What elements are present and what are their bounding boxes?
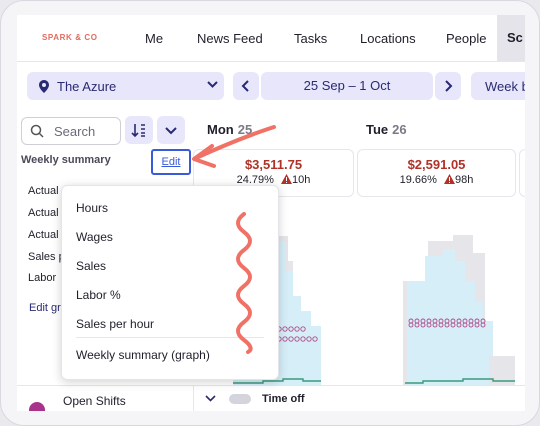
day-name: Tue bbox=[366, 122, 389, 137]
next-week-button[interactable] bbox=[435, 72, 461, 100]
menu-item-labor-percent[interactable]: Labor % bbox=[76, 288, 121, 302]
location-pin-icon bbox=[39, 80, 49, 93]
time-off-toggle[interactable] bbox=[229, 394, 251, 404]
nav-item-news-feed[interactable]: News Feed bbox=[197, 31, 263, 46]
view-select[interactable]: Week by bbox=[471, 72, 525, 100]
mon-line bbox=[233, 378, 321, 384]
menu-item-weekly-summary-graph[interactable]: Weekly summary (graph) bbox=[76, 348, 210, 362]
day-amount: $3,511.75 bbox=[244, 157, 303, 172]
summary-row-label: Labor bbox=[28, 272, 57, 284]
nav-item-people[interactable]: People bbox=[446, 31, 487, 46]
day-header-mon: Mon 25 bbox=[207, 122, 252, 137]
menu-item-wages[interactable]: Wages bbox=[76, 230, 113, 244]
tue-grey-right bbox=[489, 356, 515, 387]
search-input[interactable]: Search bbox=[21, 117, 121, 145]
view-label: Week by bbox=[485, 79, 525, 94]
menu-item-hours[interactable]: Hours bbox=[76, 201, 109, 215]
search-icon bbox=[30, 124, 44, 138]
menu-item-sales[interactable]: Sales bbox=[76, 259, 107, 273]
nav-item-locations[interactable]: Locations bbox=[360, 31, 416, 46]
sort-icon bbox=[131, 124, 145, 138]
avatar bbox=[29, 402, 45, 411]
day-labor-percent: 19.66% bbox=[399, 174, 437, 186]
chevron-down-icon bbox=[165, 127, 177, 135]
summary-row-label: Actual bbox=[28, 229, 59, 241]
chevron-right-icon bbox=[445, 80, 453, 92]
day-summary-card-tue: $2,591.05 19.66% 98h bbox=[357, 149, 516, 197]
day-labor-percent: 24.79% bbox=[236, 174, 274, 186]
sort-button[interactable] bbox=[125, 116, 153, 144]
chevron-down-icon[interactable] bbox=[205, 395, 216, 403]
tue-blue-area bbox=[407, 249, 503, 387]
day-amount: $2,591.05 bbox=[407, 157, 466, 172]
day-summary-card-partial bbox=[519, 149, 525, 197]
location-label: The Azure bbox=[57, 79, 117, 94]
chevron-left-icon bbox=[241, 80, 249, 92]
warning-icon bbox=[281, 174, 292, 184]
warning-icon bbox=[444, 174, 455, 184]
summary-row-label: Sales p bbox=[28, 251, 65, 263]
day-number: 26 bbox=[392, 122, 407, 137]
collapse-button[interactable] bbox=[157, 116, 185, 144]
day-header-tue: Tue 26 bbox=[366, 122, 407, 137]
day-stats: 24.79% 10h bbox=[194, 174, 353, 186]
open-shifts-label[interactable]: Open Shifts bbox=[63, 394, 126, 408]
nav-item-me[interactable]: Me bbox=[145, 31, 164, 46]
date-range-display[interactable]: 25 Sep – 1 Oct bbox=[261, 72, 433, 100]
day-hours: 98h bbox=[455, 174, 474, 186]
summary-row-label: Actual bbox=[28, 207, 59, 219]
previous-week-button[interactable] bbox=[233, 72, 259, 100]
weekly-summary-label: Weekly summary bbox=[21, 154, 111, 166]
nav-item-tasks[interactable]: Tasks bbox=[294, 31, 328, 46]
edit-summary-button[interactable]: Edit bbox=[151, 149, 191, 175]
menu-divider bbox=[76, 337, 264, 338]
tue-markers bbox=[408, 318, 486, 328]
chevron-down-icon bbox=[207, 81, 218, 88]
nav-item-schedule[interactable]: Sc bbox=[497, 15, 525, 61]
edit-graph-link[interactable]: Edit gr bbox=[29, 302, 61, 314]
top-nav: SPARK & CO Me News Feed Tasks Locations … bbox=[17, 15, 525, 62]
open-shifts-row: Open Shifts Time off bbox=[17, 385, 525, 411]
app-root: SPARK & CO Me News Feed Tasks Locations … bbox=[17, 15, 525, 411]
day-number: 25 bbox=[237, 122, 253, 137]
search-placeholder: Search bbox=[54, 124, 96, 139]
tue-line bbox=[405, 378, 515, 384]
day-stats: 19.66% 98h bbox=[358, 174, 515, 186]
day-name: Mon bbox=[207, 122, 234, 137]
brand-logo: SPARK & CO bbox=[42, 33, 98, 42]
divider bbox=[193, 386, 194, 411]
time-off-label: Time off bbox=[262, 393, 305, 405]
menu-item-sales-per-hour[interactable]: Sales per hour bbox=[76, 317, 155, 331]
day-hours: 10h bbox=[292, 174, 311, 186]
summary-row-label: Actual bbox=[28, 185, 59, 197]
summary-options-menu: Hours Wages Sales Labor % Sales per hour… bbox=[61, 185, 279, 380]
location-select[interactable]: The Azure bbox=[27, 72, 224, 100]
